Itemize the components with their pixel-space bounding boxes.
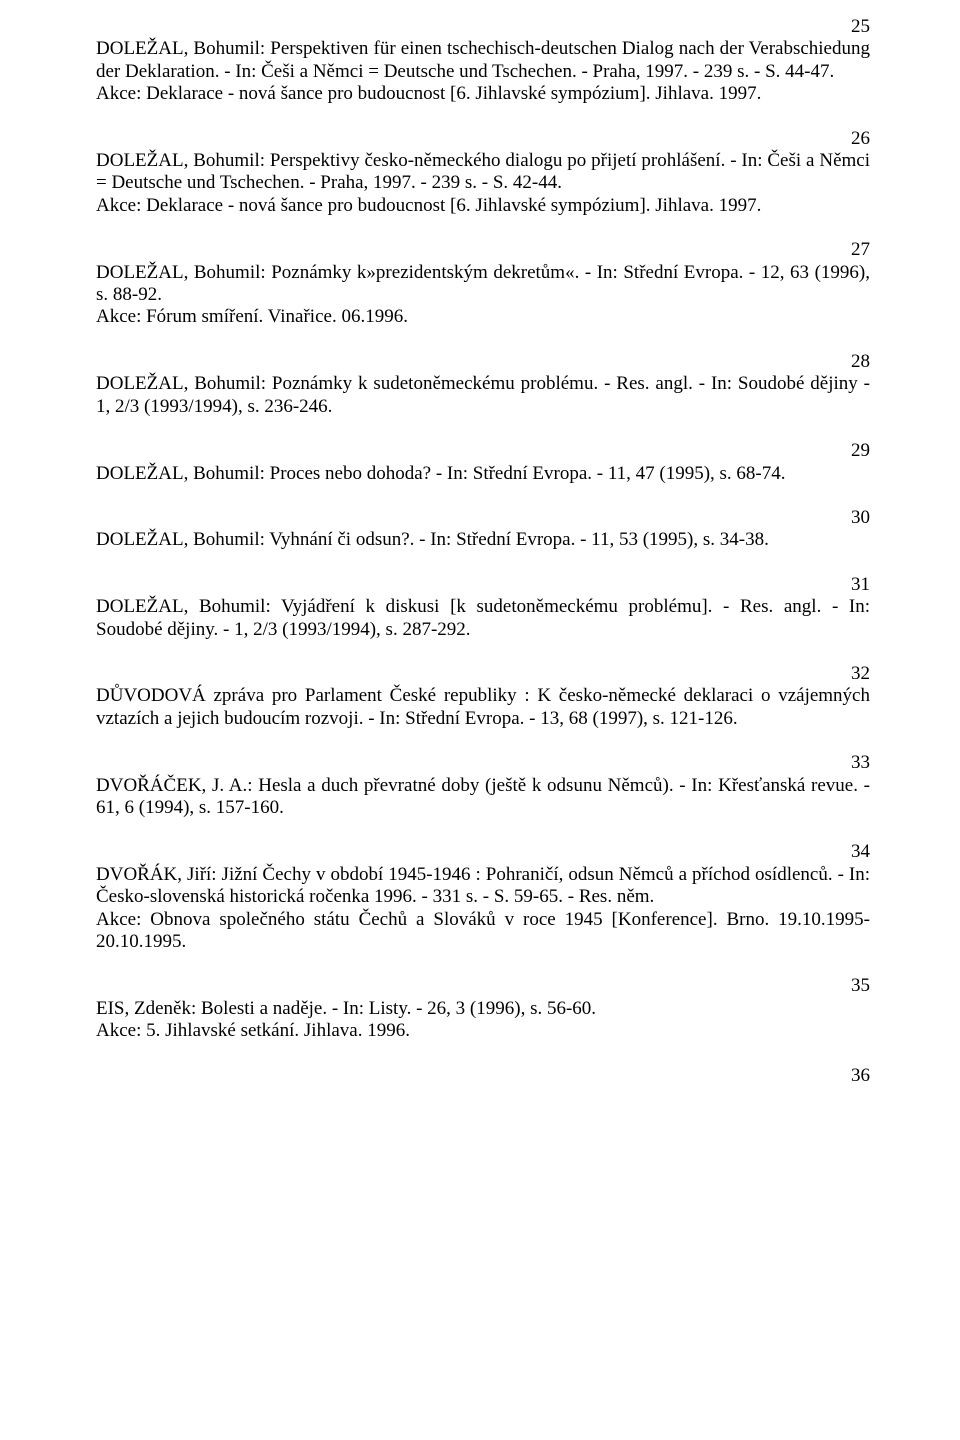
entry-number: 34 — [96, 841, 870, 863]
bibliography-entry: 31 DOLEŽAL, Bohumil: Vyjádření k diskusi… — [96, 574, 870, 641]
document-page: 25 DOLEŽAL, Bohumil: Perspektiven für ei… — [0, 0, 960, 1440]
entry-body: DOLEŽAL, Bohumil: Proces nebo dohoda? - … — [96, 463, 870, 485]
trailing-number: 36 — [96, 1065, 870, 1087]
entry-number: 30 — [96, 507, 870, 529]
bibliography-entry: 34 DVOŘÁK, Jiří: Jižní Čechy v období 19… — [96, 841, 870, 953]
entry-number: 28 — [96, 351, 870, 373]
entry-body: DOLEŽAL, Bohumil: Perspektiven für einen… — [96, 38, 870, 83]
entry-akce: Akce: Fórum smíření. Vinařice. 06.1996. — [96, 306, 870, 328]
entry-number: 27 — [96, 239, 870, 261]
entry-number: 31 — [96, 574, 870, 596]
entry-number: 25 — [96, 16, 870, 38]
bibliography-entry: 27 DOLEŽAL, Bohumil: Poznámky k»preziden… — [96, 239, 870, 329]
bibliography-entry: 25 DOLEŽAL, Bohumil: Perspektiven für ei… — [96, 16, 870, 106]
entry-number: 29 — [96, 440, 870, 462]
entry-body: DOLEŽAL, Bohumil: Perspektivy česko-něme… — [96, 150, 870, 195]
bibliography-entry: 32 DŮVODOVÁ zpráva pro Parlament České r… — [96, 663, 870, 730]
entry-number: 33 — [96, 752, 870, 774]
entry-number: 26 — [96, 128, 870, 150]
entry-body: DOLEŽAL, Bohumil: Vyhnání či odsun?. - I… — [96, 529, 870, 551]
entry-body: DOLEŽAL, Bohumil: Poznámky k»prezidentsk… — [96, 262, 870, 307]
entry-body: EIS, Zdeněk: Bolesti a naděje. - In: Lis… — [96, 998, 870, 1020]
bibliography-entry: 26 DOLEŽAL, Bohumil: Perspektivy česko-n… — [96, 128, 870, 218]
entry-body: DVOŘÁK, Jiří: Jižní Čechy v období 1945-… — [96, 864, 870, 909]
bibliography-entry: 30 DOLEŽAL, Bohumil: Vyhnání či odsun?. … — [96, 507, 870, 552]
bibliography-entry: 33 DVOŘÁČEK, J. A.: Hesla a duch převrat… — [96, 752, 870, 819]
entry-body: DŮVODOVÁ zpráva pro Parlament České repu… — [96, 685, 870, 730]
entry-body: DOLEŽAL, Bohumil: Vyjádření k diskusi [k… — [96, 596, 870, 641]
entry-akce: Akce: Deklarace - nová šance pro budoucn… — [96, 195, 870, 217]
entry-akce: Akce: 5. Jihlavské setkání. Jihlava. 199… — [96, 1020, 870, 1042]
entry-akce: Akce: Obnova společného státu Čechů a Sl… — [96, 909, 870, 954]
bibliography-entry: 35 EIS, Zdeněk: Bolesti a naděje. - In: … — [96, 975, 870, 1042]
entry-body: DOLEŽAL, Bohumil: Poznámky k sudetoněmec… — [96, 373, 870, 418]
entry-number: 35 — [96, 975, 870, 997]
bibliography-entry: 28 DOLEŽAL, Bohumil: Poznámky k sudetoně… — [96, 351, 870, 418]
bibliography-entry: 29 DOLEŽAL, Bohumil: Proces nebo dohoda?… — [96, 440, 870, 485]
entry-body: DVOŘÁČEK, J. A.: Hesla a duch převratné … — [96, 775, 870, 820]
entry-akce: Akce: Deklarace - nová šance pro budoucn… — [96, 83, 870, 105]
entry-number: 32 — [96, 663, 870, 685]
